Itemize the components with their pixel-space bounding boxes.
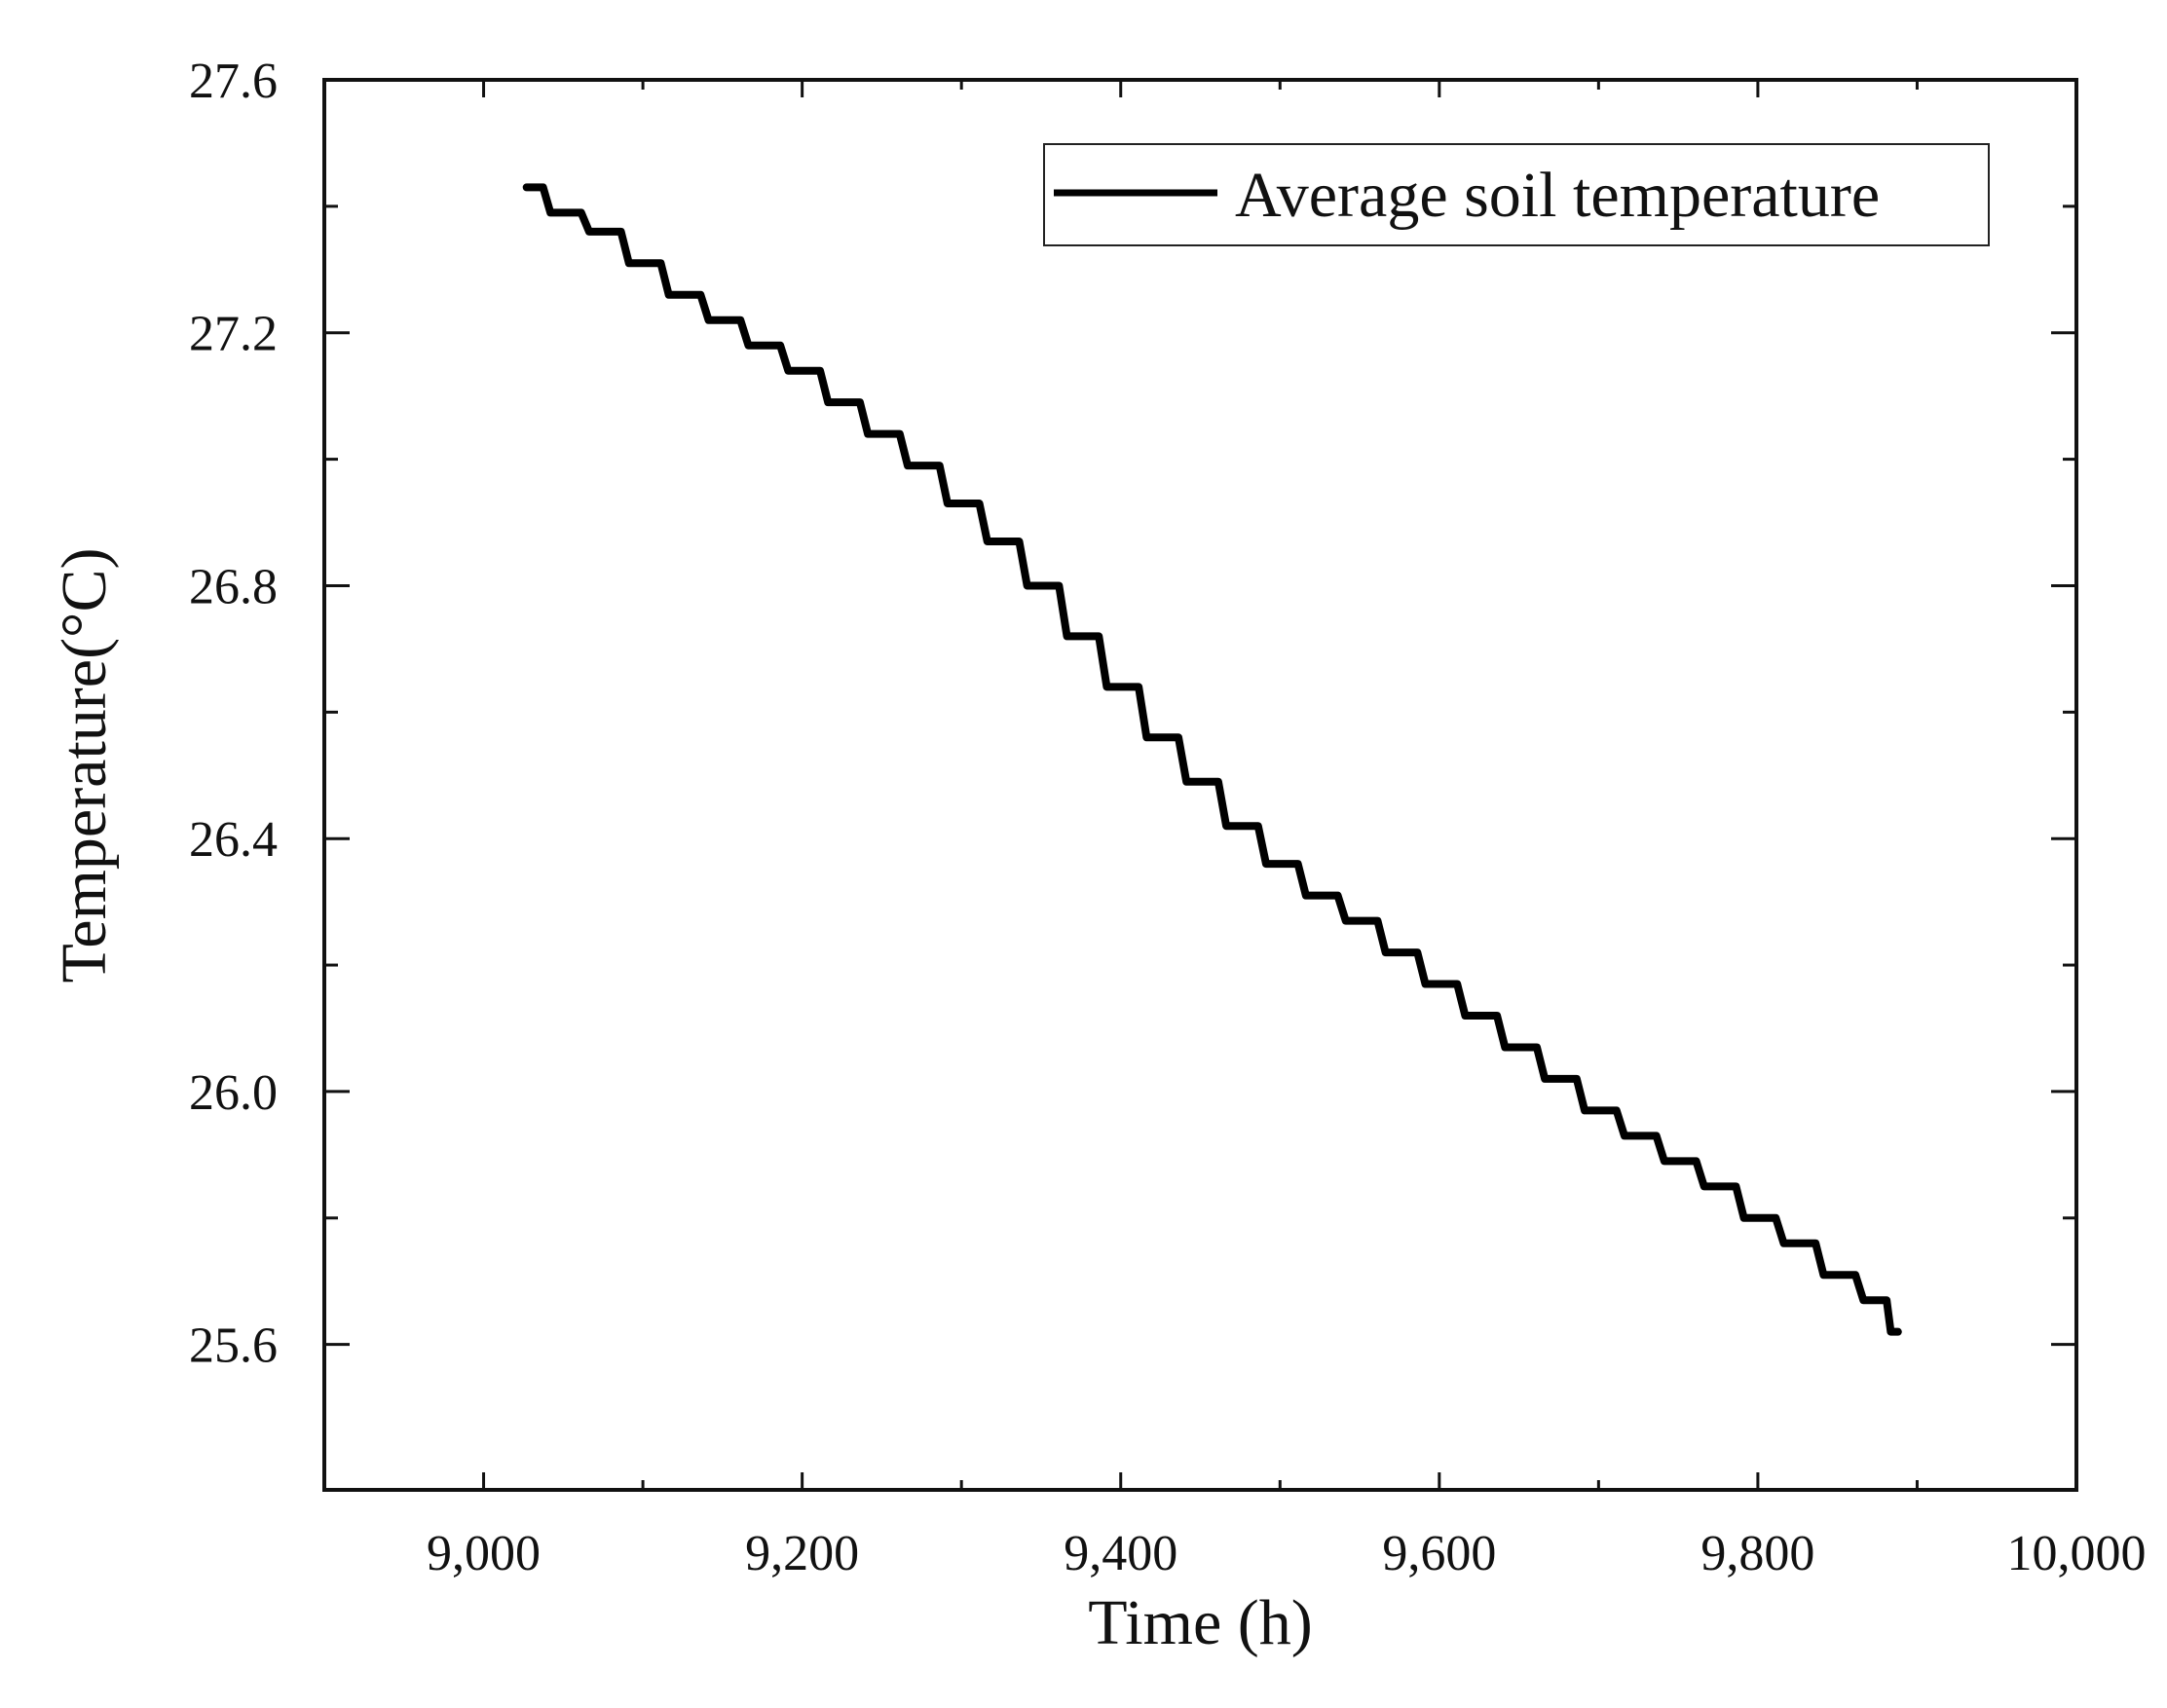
x-tick-label: 9,800 <box>1700 1526 1814 1581</box>
y-axis-title: Temperature(°C) <box>49 548 120 984</box>
plot-frame <box>322 78 2078 1492</box>
x-tick-label: 10,000 <box>2007 1526 2147 1581</box>
legend-label: Average soil temperature <box>1235 160 1880 231</box>
y-tick-label: 27.6 <box>189 54 278 109</box>
x-axis-title: Time (h) <box>1088 1587 1312 1658</box>
series-line-average-soil-temperature <box>522 183 1902 1336</box>
plot-layer <box>522 183 1902 1336</box>
y-tick-label: 26.4 <box>189 812 278 868</box>
legend: Average soil temperature <box>1043 143 1990 246</box>
y-tick-label: 26.0 <box>189 1065 278 1121</box>
ticks-layer: 9,000 9,200 9,400 9,600 9,800 10,000 25.6 26.0 2… <box>189 54 2147 1581</box>
x-tick-label: 9,400 <box>1064 1526 1177 1581</box>
x-tick-label: 9,600 <box>1382 1526 1496 1581</box>
x-tick-label: 9,200 <box>745 1526 859 1581</box>
y-tick-label: 25.6 <box>189 1318 278 1374</box>
x-tick-label: 9,000 <box>427 1526 541 1581</box>
y-tick-label: 27.2 <box>189 307 278 362</box>
y-tick-label: 26.8 <box>189 559 278 614</box>
